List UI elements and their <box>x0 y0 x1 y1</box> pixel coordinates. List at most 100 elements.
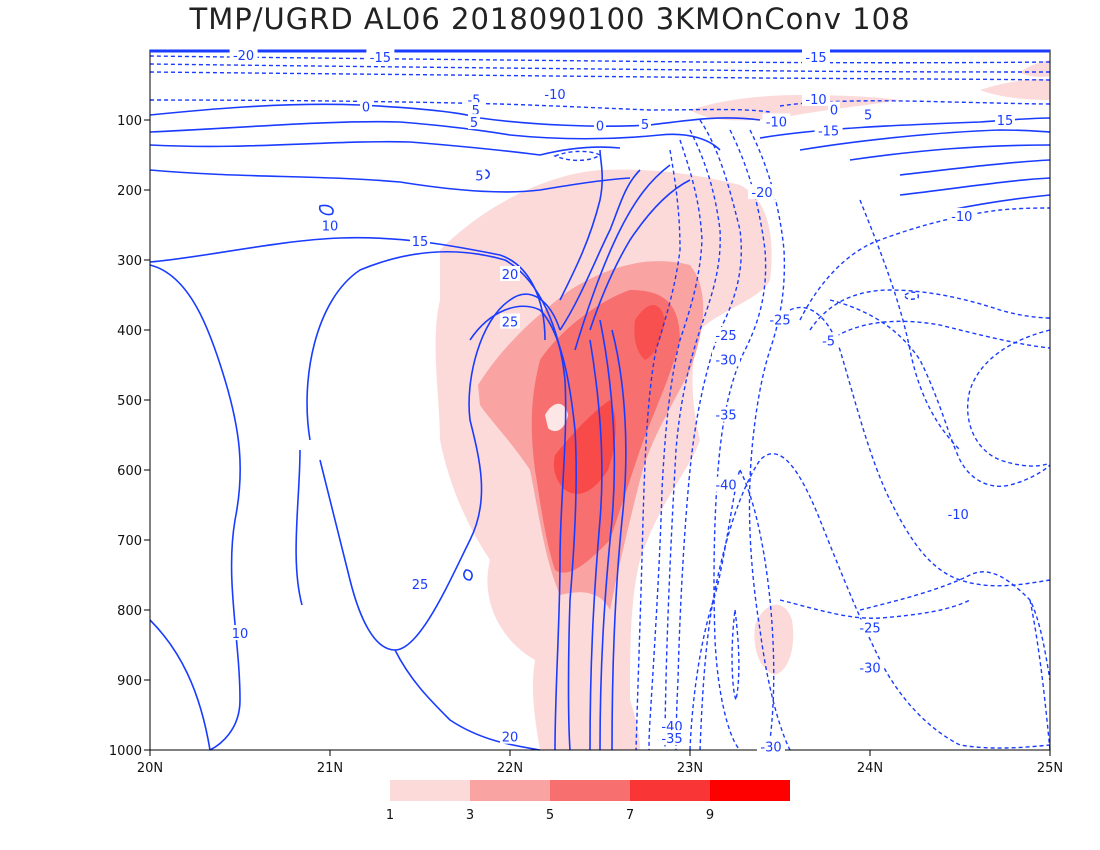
contour-line <box>966 329 1051 467</box>
contour-label-bg <box>947 207 976 223</box>
y-tick-label: 200 <box>117 184 142 199</box>
shade-level-1 <box>690 95 900 121</box>
contour-line <box>149 169 631 193</box>
contour-label: 15 <box>412 235 429 250</box>
colorbar-label: 9 <box>706 808 714 823</box>
contour-line <box>149 120 721 151</box>
shade-level-7 <box>634 305 665 360</box>
contour-label: 5 <box>472 104 480 119</box>
contour-line <box>149 55 1051 64</box>
contour-label-bg <box>766 311 794 327</box>
contour-label-bg <box>712 351 740 367</box>
colorbar-label: 1 <box>386 808 394 823</box>
contour-label: -40 <box>715 479 736 494</box>
contour-labels: -20 -15-10-50 55 0 5510152025251020-10-15-10… <box>229 46 1015 756</box>
contour-label: 25 <box>502 316 519 331</box>
contour-line <box>149 264 241 751</box>
contour-line <box>599 319 616 751</box>
contour-label-bg <box>230 625 250 641</box>
colorbar-swatch <box>470 780 550 801</box>
solid-contour-lines <box>149 103 1051 751</box>
y-tick-label: 700 <box>117 534 142 549</box>
contour-label-bg <box>658 730 686 746</box>
contour-label-bg <box>757 738 785 754</box>
contour-line <box>675 119 742 751</box>
contour-label-bg <box>639 116 651 132</box>
contour-label: -25 <box>769 314 790 329</box>
contour-line <box>553 150 602 162</box>
contour-label: -30 <box>715 353 736 368</box>
colorbar-label: 3 <box>466 808 474 823</box>
colorbar-label: 7 <box>626 808 634 823</box>
contour-label-bg <box>856 659 884 675</box>
contour-label: -35 <box>715 409 736 424</box>
contour-line <box>779 599 971 619</box>
contour-label: -20 <box>233 49 254 64</box>
contour-label-bg <box>944 506 973 522</box>
contour-label-bg <box>658 718 686 734</box>
colorbar: 1 3 5 7 9 <box>386 780 790 823</box>
contour-line <box>611 329 627 751</box>
contour-line <box>799 207 1051 321</box>
contour-label-bg <box>748 184 776 200</box>
x-tick-label: 23N <box>677 761 703 776</box>
contour-line <box>318 204 334 216</box>
x-tick-label: 24N <box>857 761 883 776</box>
contour-label: -10 <box>766 115 787 130</box>
contour-line <box>699 453 1051 751</box>
contour-label: -35 <box>661 732 682 747</box>
colorbar-swatch <box>710 780 790 801</box>
contour-line <box>899 159 1051 176</box>
contour-label: -30 <box>760 741 781 756</box>
contour-label: 0 <box>830 104 838 119</box>
contour-line <box>849 144 1051 161</box>
contour-label-bg <box>500 313 520 329</box>
contour-label: -5 <box>822 335 835 350</box>
contour-line <box>394 649 541 751</box>
shade-level-1 <box>1020 60 1050 77</box>
contour-line <box>149 619 211 751</box>
contour-label-bg <box>473 167 486 183</box>
colorbar-swatch <box>630 780 710 801</box>
contour-label-bg <box>320 217 340 233</box>
contour-label: -25 <box>715 329 736 344</box>
contour-line <box>899 177 1051 196</box>
contour-label-bg <box>712 326 740 342</box>
shade-level-1 <box>754 604 794 675</box>
contour-line <box>149 99 771 113</box>
contour-line <box>149 103 761 127</box>
contour-line <box>759 117 1051 139</box>
contour-label-bg <box>802 49 830 64</box>
contour-label: 0 <box>596 120 604 135</box>
contour-label: -15 <box>370 51 391 66</box>
contour-label-bg <box>814 122 843 138</box>
y-tick-label: 300 <box>117 254 142 269</box>
contour-label-bg <box>360 98 372 114</box>
contour-label-bg <box>468 114 480 130</box>
contour-label: 20 <box>502 268 519 283</box>
contour-label: -10 <box>948 508 969 523</box>
contour-label: -10 <box>805 93 826 108</box>
y-tick-label: 600 <box>117 464 142 479</box>
shade-highlight <box>545 403 568 432</box>
contour-line <box>574 164 671 351</box>
colorbar-swatch <box>390 780 470 801</box>
x-tick-label: 22N <box>497 761 523 776</box>
contour-label-bg <box>828 101 840 117</box>
contour-label-bg <box>500 728 520 744</box>
contour-label: -30 <box>859 661 880 676</box>
contour-label-bg <box>995 112 1015 127</box>
contour-line <box>149 236 546 341</box>
contour-line <box>799 129 1051 151</box>
contour-line <box>1029 599 1051 751</box>
contour-line <box>319 293 561 651</box>
x-tick-label: 21N <box>317 761 343 776</box>
contour-label-bg <box>229 46 258 62</box>
contour-label-bg <box>500 266 520 281</box>
contour-line <box>559 149 603 301</box>
x-tick-label: 25N <box>1037 761 1063 776</box>
contour-line <box>731 609 740 703</box>
contour-label: -15 <box>805 51 826 66</box>
colorbar-label: 5 <box>546 808 554 823</box>
contour-label: -15 <box>818 125 839 140</box>
